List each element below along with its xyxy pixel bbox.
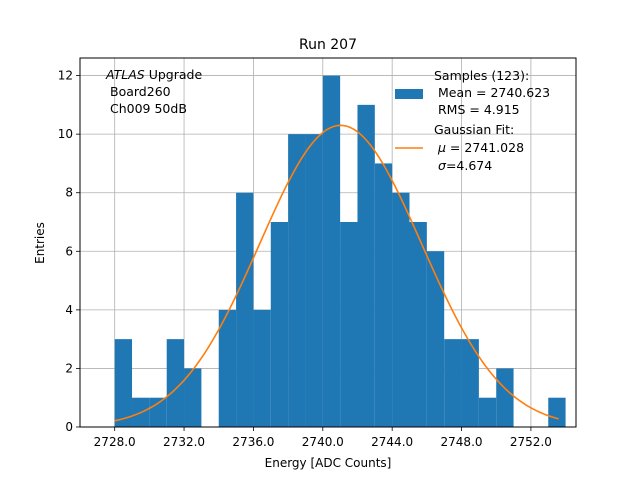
hist-bar-10 xyxy=(288,134,306,427)
hist-bar-9 xyxy=(270,222,289,427)
legend-sigma-value: =4.674 xyxy=(446,158,492,173)
x-tick-label-1: 2732.0 xyxy=(163,435,205,449)
legend-fit-mu: μ = 2741.028 xyxy=(437,140,524,155)
annotation-atlas: ATLAS xyxy=(105,67,145,82)
y-tick-label-3: 6 xyxy=(65,244,73,258)
legend-hist-rms: RMS = 4.915 xyxy=(438,102,520,117)
y-tick-label-6: 12 xyxy=(58,69,73,83)
hist-bar-15 xyxy=(374,163,393,427)
hist-bar-11 xyxy=(305,134,323,427)
y-tick-label-4: 8 xyxy=(65,186,73,200)
hist-bar-20 xyxy=(461,339,479,427)
x-tick-label-0: 2728.0 xyxy=(94,435,136,449)
hist-bar-7 xyxy=(236,192,254,427)
annotation-line-2: Board260 xyxy=(110,84,171,99)
hist-bar-3 xyxy=(166,339,185,427)
legend-hist-swatch xyxy=(395,89,423,99)
annotation-upgrade: Upgrade xyxy=(145,67,203,82)
x-tick-label-2: 2736.0 xyxy=(232,435,274,449)
legend-hist-mean: Mean = 2740.623 xyxy=(438,85,550,100)
hist-bar-18 xyxy=(426,251,445,427)
gaussian-fit-curve xyxy=(114,124,559,422)
annotation-line-3: Ch009 50dB xyxy=(110,101,187,116)
legend-mu-value: = 2741.028 xyxy=(446,140,524,155)
hist-bar-4 xyxy=(184,368,202,427)
axes-frame xyxy=(79,57,577,428)
hist-bar-0 xyxy=(114,339,133,427)
x-tick-label-6: 2752.0 xyxy=(510,435,552,449)
hist-bar-25 xyxy=(548,397,566,427)
legend: Samples (123): Mean = 2740.623 RMS = 4.9… xyxy=(395,68,550,173)
legend-fit-title: Gaussian Fit: xyxy=(434,122,514,137)
chart-title: Run 207 xyxy=(299,37,357,53)
hist-bar-6 xyxy=(218,309,237,427)
hist-bar-22 xyxy=(496,368,514,427)
hist-bar-21 xyxy=(478,397,497,427)
hist-bar-14 xyxy=(357,104,375,427)
y-tick-label-1: 2 xyxy=(65,361,73,375)
y-axis-label: Entries xyxy=(33,222,47,264)
x-tick-label-5: 2748.0 xyxy=(441,435,483,449)
axis-ticks: 2728.0 2732.0 2736.0 2740.0 2744.0 2748.0 2752… xyxy=(58,69,552,449)
hist-bar-13 xyxy=(340,222,358,427)
legend-fit-sigma: σ=4.674 xyxy=(438,158,492,173)
fit-line xyxy=(114,124,559,422)
x-axis-label: Energy [ADC Counts] xyxy=(265,456,392,470)
legend-mu-symbol: μ xyxy=(437,140,446,155)
annotation-box: ATLAS Upgrade Board260 Ch009 50dB xyxy=(105,67,202,116)
hist-bar-17 xyxy=(409,222,427,427)
legend-sigma-symbol: σ xyxy=(438,158,447,173)
hist-bar-19 xyxy=(444,339,462,427)
y-tick-label-5: 10 xyxy=(58,127,73,141)
x-tick-label-3: 2740.0 xyxy=(302,435,344,449)
legend-hist-title: Samples (123): xyxy=(434,68,529,83)
x-tick-label-4: 2744.0 xyxy=(371,435,413,449)
y-tick-label-2: 4 xyxy=(65,303,73,317)
y-tick-label-0: 0 xyxy=(65,420,73,434)
hist-bar-12 xyxy=(322,75,341,428)
hist-bar-16 xyxy=(392,192,410,427)
annotation-line-1: ATLAS Upgrade xyxy=(105,67,202,82)
histogram-bars xyxy=(114,75,566,428)
hist-bar-2 xyxy=(149,397,167,427)
hist-bar-8 xyxy=(253,309,271,427)
